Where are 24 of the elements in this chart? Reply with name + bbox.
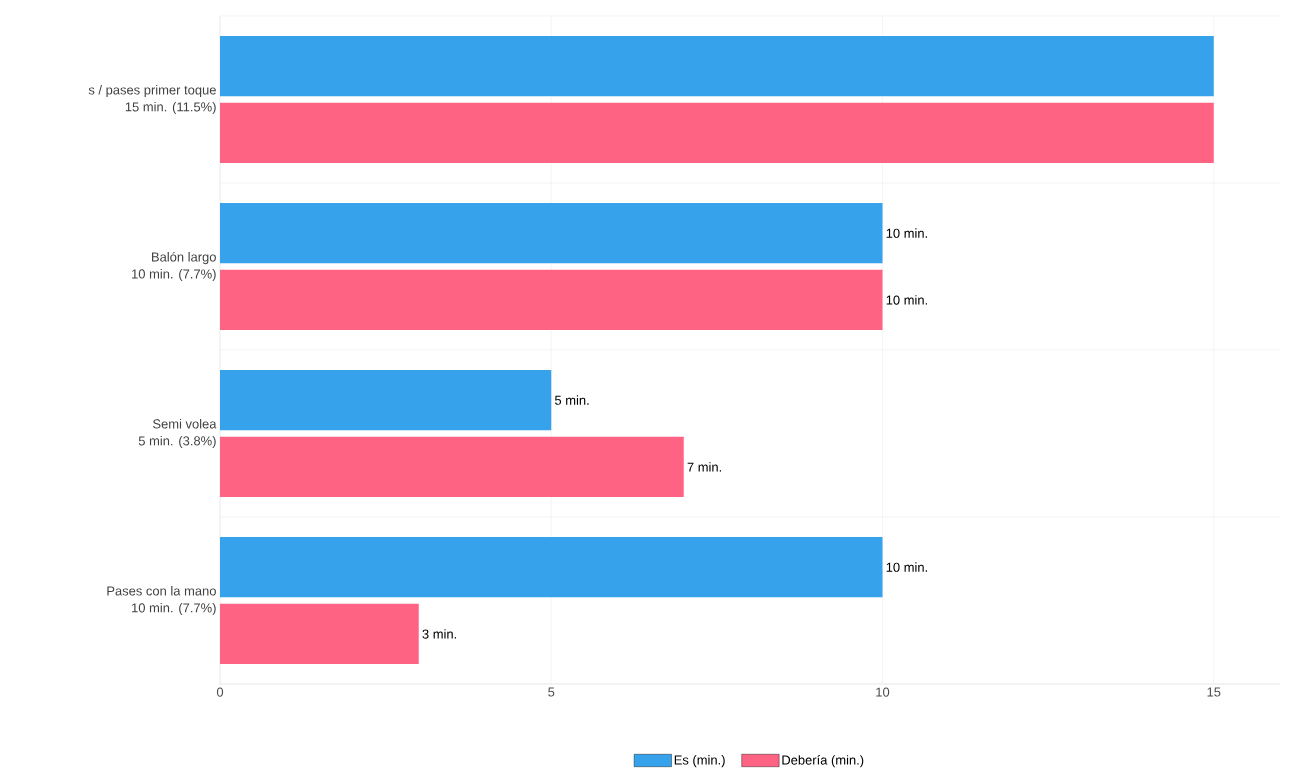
y-tick-label: s / pases primer toque 15 min. (11.5%) <box>88 84 216 114</box>
x-tick-label: 10 <box>876 687 890 697</box>
bar <box>220 269 883 330</box>
data-label: 10 min. <box>886 228 927 238</box>
bar <box>220 537 883 598</box>
data-label: 10 min. <box>886 295 927 305</box>
data-label: 10 min. <box>886 562 927 572</box>
x-tick-label: 5 <box>548 687 555 697</box>
bar <box>220 603 419 664</box>
legend-label: Es (min.) <box>674 755 725 768</box>
bar <box>220 436 684 497</box>
legend-label: Debería (min.) <box>782 754 864 768</box>
data-label: 7 min. <box>687 462 722 472</box>
y-tick-label: Pases con la mano 10 min. (7.7%) <box>107 585 216 615</box>
bar <box>220 203 883 264</box>
y-tick-label: Balón largo 10 min. (7.7%) <box>132 251 216 282</box>
bar <box>220 102 1214 163</box>
y-tick-label: Semi volea 5 min. (3.8%) <box>138 418 217 448</box>
x-tick-label: 15 <box>1207 687 1221 697</box>
bar <box>220 370 552 431</box>
data-label: 3 min. <box>422 629 457 639</box>
bar <box>220 36 1214 97</box>
x-tick-label: 0 <box>216 687 224 697</box>
data-label: 5 min. <box>554 395 589 405</box>
